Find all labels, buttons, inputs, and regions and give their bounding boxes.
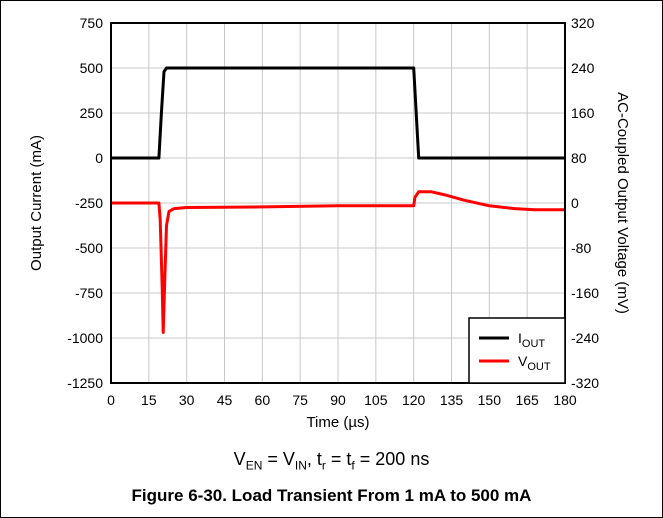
legend-label: IOUT bbox=[518, 330, 545, 350]
right-y-tick-label: 160 bbox=[571, 105, 595, 121]
x-tick-label: 15 bbox=[141, 392, 157, 408]
left-y-tick-label: -750 bbox=[75, 285, 103, 301]
left-y-tick-label: 750 bbox=[80, 15, 104, 31]
right-y-tick-label: -160 bbox=[571, 285, 599, 301]
left-y-tick-label: -1000 bbox=[67, 330, 103, 346]
left-y-tick-label: -250 bbox=[75, 195, 103, 211]
x-tick-label: 165 bbox=[515, 392, 539, 408]
right-y-axis-label: AC-Coupled Output Voltage (mV) bbox=[614, 92, 631, 314]
grid bbox=[111, 23, 565, 383]
x-tick-label: 150 bbox=[478, 392, 502, 408]
x-tick-labels: 0 15 30 45 60 75 90 105 120 135 150 165 180 bbox=[107, 392, 577, 408]
left-y-tick-label: -1250 bbox=[67, 375, 103, 391]
load-transient-chart: 0 15 30 45 60 75 90 105 120 135 150 165 180 750 500 25… bbox=[28, 15, 631, 431]
x-tick-label: 60 bbox=[255, 392, 271, 408]
figure-caption: Figure 6-30. Load Transient From 1 mA to… bbox=[131, 486, 532, 505]
right-y-tick-label: -80 bbox=[571, 240, 591, 256]
left-y-axis-label: Output Current (mA) bbox=[28, 135, 45, 271]
test-conditions: VEN = VIN, tr = tf = 200 ns bbox=[233, 449, 430, 473]
x-tick-label: 90 bbox=[330, 392, 346, 408]
x-tick-label: 135 bbox=[440, 392, 464, 408]
right-y-tick-label: 320 bbox=[571, 15, 595, 31]
x-tick-label: 105 bbox=[364, 392, 388, 408]
left-y-tick-label: 0 bbox=[95, 150, 103, 166]
x-tick-label: 120 bbox=[402, 392, 426, 408]
x-tick-label: 0 bbox=[107, 392, 115, 408]
series-line-i-out bbox=[111, 66, 565, 160]
x-axis-label: Time (µs) bbox=[306, 414, 369, 431]
legend-label: VOUT bbox=[518, 353, 551, 373]
x-tick-label: 30 bbox=[179, 392, 195, 408]
x-tick-label: 45 bbox=[217, 392, 233, 408]
left-y-tick-labels: 750 500 250 0 -250 -500 -750 -1000 -1250 bbox=[67, 15, 103, 391]
right-y-tick-label: -320 bbox=[571, 375, 599, 391]
legend-box bbox=[468, 317, 566, 384]
left-y-tick-label: 500 bbox=[80, 60, 104, 76]
left-y-tick-label: 250 bbox=[80, 105, 104, 121]
right-y-tick-label: 80 bbox=[571, 150, 587, 166]
x-tick-label: 75 bbox=[292, 392, 308, 408]
right-y-tick-labels: 320 240 160 80 0 -80 -160 -240 -320 bbox=[571, 15, 599, 391]
right-y-tick-label: 240 bbox=[571, 60, 595, 76]
series-line-v-out bbox=[111, 190, 565, 334]
right-y-tick-label: -240 bbox=[571, 330, 599, 346]
series-layer bbox=[111, 66, 565, 334]
right-y-tick-label: 0 bbox=[571, 195, 579, 211]
x-tick-label: 180 bbox=[553, 392, 577, 408]
left-y-tick-label: -500 bbox=[75, 240, 103, 256]
legend: IOUT VOUT bbox=[468, 317, 566, 384]
plot-border bbox=[110, 22, 566, 384]
